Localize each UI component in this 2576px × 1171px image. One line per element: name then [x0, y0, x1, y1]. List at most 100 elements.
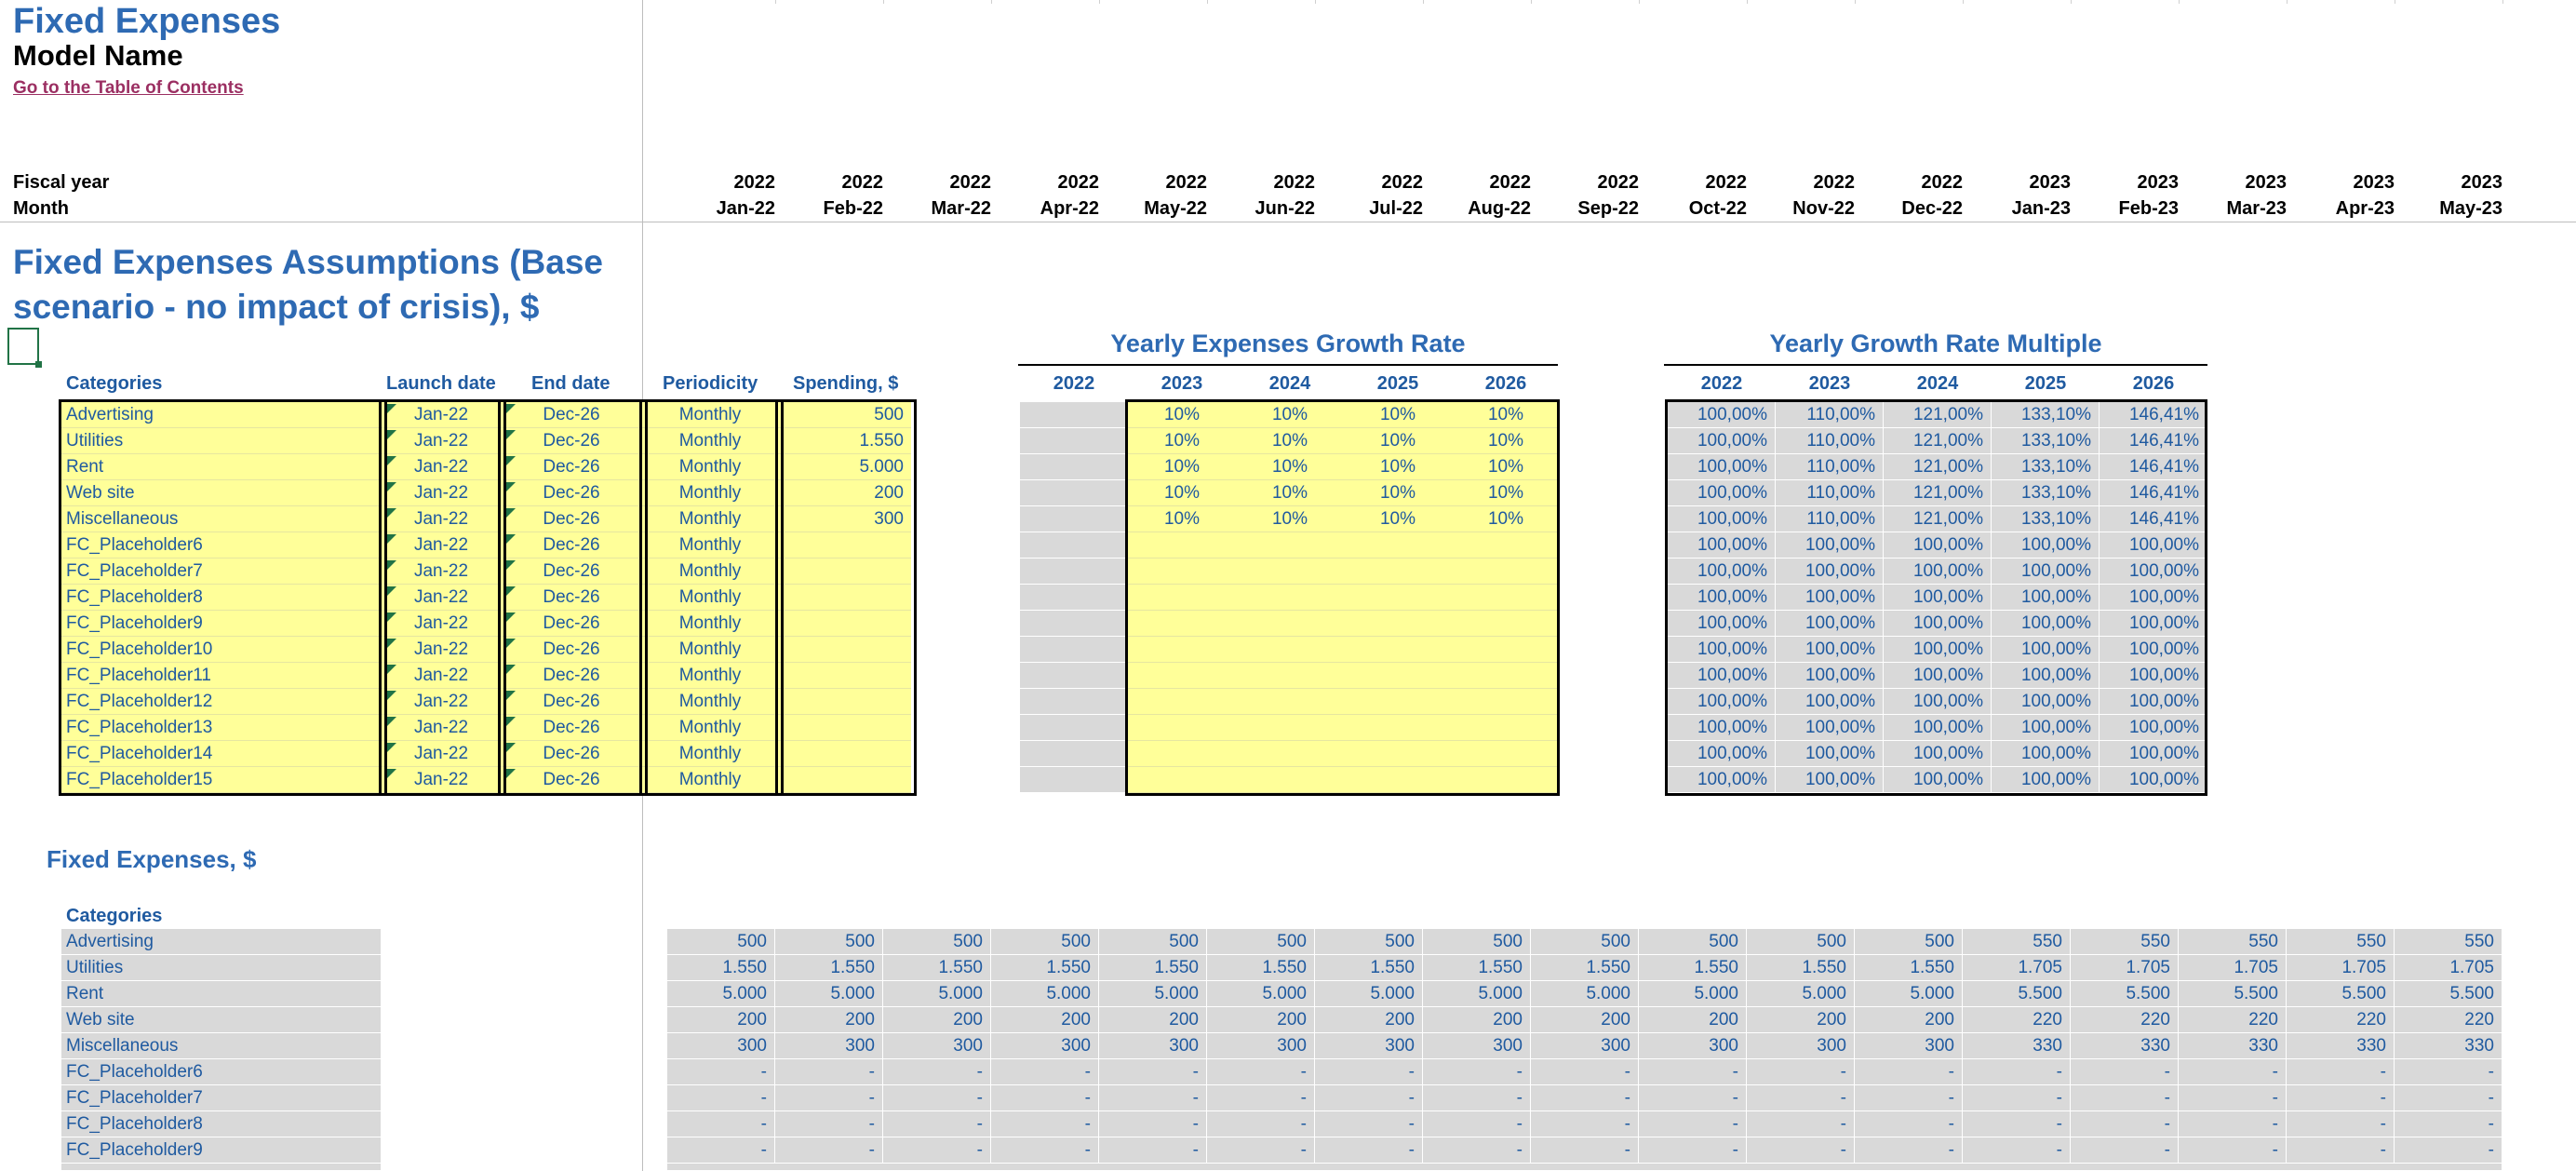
launch-date-cell[interactable]: Jan-22 [382, 454, 501, 480]
category-name-cell[interactable]: FC_Placeholder15 [61, 767, 382, 793]
growth-rate-cell[interactable] [1128, 585, 1236, 611]
spending-cell[interactable]: 5.000 [778, 454, 911, 480]
growth-rate-cell[interactable] [1236, 585, 1344, 611]
growth-rate-cell[interactable] [1020, 767, 1128, 793]
growth-rate-cell[interactable]: 10% [1236, 506, 1344, 532]
periodicity-cell[interactable]: Monthly [642, 715, 778, 741]
spending-cell[interactable] [778, 767, 911, 793]
growth-rate-cell[interactable] [1452, 663, 1560, 689]
spending-cell[interactable] [778, 715, 911, 741]
growth-rate-cell[interactable] [1344, 559, 1452, 585]
growth-rate-cell[interactable]: 10% [1344, 506, 1452, 532]
growth-rate-cell[interactable]: 10% [1128, 428, 1236, 454]
growth-rate-cell[interactable]: 10% [1236, 480, 1344, 506]
end-date-cell[interactable]: Dec-26 [501, 532, 642, 559]
growth-rate-cell[interactable] [1020, 506, 1128, 532]
spending-cell[interactable]: 500 [778, 402, 911, 428]
end-date-cell[interactable]: Dec-26 [501, 428, 642, 454]
growth-rate-cell[interactable] [1020, 715, 1128, 741]
growth-rate-cell[interactable]: 10% [1452, 454, 1560, 480]
growth-rate-cell[interactable] [1452, 532, 1560, 559]
end-date-cell[interactable]: Dec-26 [501, 637, 642, 663]
spending-cell[interactable] [778, 637, 911, 663]
growth-rate-cell[interactable] [1236, 767, 1344, 793]
end-date-cell[interactable]: Dec-26 [501, 715, 642, 741]
spending-cell[interactable] [778, 585, 911, 611]
end-date-cell[interactable]: Dec-26 [501, 663, 642, 689]
growth-rate-cell[interactable] [1452, 559, 1560, 585]
end-date-cell[interactable]: Dec-26 [501, 480, 642, 506]
spending-cell[interactable] [778, 663, 911, 689]
growth-rate-cell[interactable] [1344, 585, 1452, 611]
launch-date-cell[interactable]: Jan-22 [382, 532, 501, 559]
category-name-cell[interactable]: FC_Placeholder9 [61, 611, 382, 637]
growth-rate-cell[interactable] [1020, 585, 1128, 611]
end-date-cell[interactable]: Dec-26 [501, 767, 642, 793]
category-name-cell[interactable]: FC_Placeholder7 [61, 559, 382, 585]
category-name-cell[interactable]: FC_Placeholder13 [61, 715, 382, 741]
category-name-cell[interactable]: Rent [61, 454, 382, 480]
periodicity-cell[interactable]: Monthly [642, 741, 778, 767]
growth-rate-cell[interactable] [1452, 767, 1560, 793]
growth-rate-cell[interactable] [1344, 611, 1452, 637]
periodicity-cell[interactable]: Monthly [642, 402, 778, 428]
growth-rate-cell[interactable] [1020, 480, 1128, 506]
growth-rate-cell[interactable]: 10% [1128, 454, 1236, 480]
end-date-cell[interactable]: Dec-26 [501, 402, 642, 428]
launch-date-cell[interactable]: Jan-22 [382, 428, 501, 454]
growth-rate-cell[interactable] [1344, 715, 1452, 741]
growth-rate-cell[interactable]: 10% [1452, 402, 1560, 428]
end-date-cell[interactable]: Dec-26 [501, 611, 642, 637]
periodicity-cell[interactable]: Monthly [642, 767, 778, 793]
table-of-contents-link[interactable]: Go to the Table of Contents [13, 78, 244, 98]
growth-rate-cell[interactable] [1452, 715, 1560, 741]
growth-rate-cell[interactable]: 10% [1236, 454, 1344, 480]
category-name-cell[interactable]: Web site [61, 480, 382, 506]
growth-rate-cell[interactable]: 10% [1344, 454, 1452, 480]
growth-rate-cell[interactable]: 10% [1128, 402, 1236, 428]
category-name-cell[interactable]: FC_Placeholder8 [61, 585, 382, 611]
category-name-cell[interactable]: Utilities [61, 428, 382, 454]
spending-cell[interactable] [778, 611, 911, 637]
growth-rate-cell[interactable] [1128, 611, 1236, 637]
growth-rate-cell[interactable] [1020, 663, 1128, 689]
growth-rate-cell[interactable] [1020, 741, 1128, 767]
growth-rate-cell[interactable] [1020, 532, 1128, 559]
launch-date-cell[interactable]: Jan-22 [382, 689, 501, 715]
growth-rate-cell[interactable] [1452, 585, 1560, 611]
launch-date-cell[interactable]: Jan-22 [382, 715, 501, 741]
launch-date-cell[interactable]: Jan-22 [382, 741, 501, 767]
spending-cell[interactable]: 1.550 [778, 428, 911, 454]
growth-rate-cell[interactable] [1344, 637, 1452, 663]
growth-rate-cell[interactable] [1020, 402, 1128, 428]
growth-rate-cell[interactable] [1128, 663, 1236, 689]
growth-rate-cell[interactable] [1020, 428, 1128, 454]
end-date-cell[interactable]: Dec-26 [501, 689, 642, 715]
category-name-cell[interactable]: Advertising [61, 402, 382, 428]
growth-rate-cell[interactable]: 10% [1236, 402, 1344, 428]
spending-cell[interactable] [778, 532, 911, 559]
category-name-cell[interactable]: FC_Placeholder14 [61, 741, 382, 767]
end-date-cell[interactable]: Dec-26 [501, 506, 642, 532]
growth-rate-cell[interactable] [1452, 741, 1560, 767]
growth-rate-cell[interactable] [1236, 715, 1344, 741]
growth-rate-cell[interactable] [1344, 689, 1452, 715]
end-date-cell[interactable]: Dec-26 [501, 559, 642, 585]
growth-rate-cell[interactable]: 10% [1452, 428, 1560, 454]
launch-date-cell[interactable]: Jan-22 [382, 480, 501, 506]
growth-rate-cell[interactable] [1128, 689, 1236, 715]
launch-date-cell[interactable]: Jan-22 [382, 402, 501, 428]
launch-date-cell[interactable]: Jan-22 [382, 663, 501, 689]
category-name-cell[interactable]: Miscellaneous [61, 506, 382, 532]
growth-rate-cell[interactable] [1020, 559, 1128, 585]
growth-rate-cell[interactable]: 10% [1344, 480, 1452, 506]
periodicity-cell[interactable]: Monthly [642, 689, 778, 715]
launch-date-cell[interactable]: Jan-22 [382, 585, 501, 611]
growth-rate-cell[interactable] [1236, 663, 1344, 689]
growth-rate-cell[interactable]: 10% [1452, 506, 1560, 532]
growth-rate-cell[interactable] [1128, 767, 1236, 793]
growth-rate-cell[interactable] [1020, 637, 1128, 663]
growth-rate-cell[interactable] [1236, 741, 1344, 767]
spending-cell[interactable]: 200 [778, 480, 911, 506]
launch-date-cell[interactable]: Jan-22 [382, 767, 501, 793]
